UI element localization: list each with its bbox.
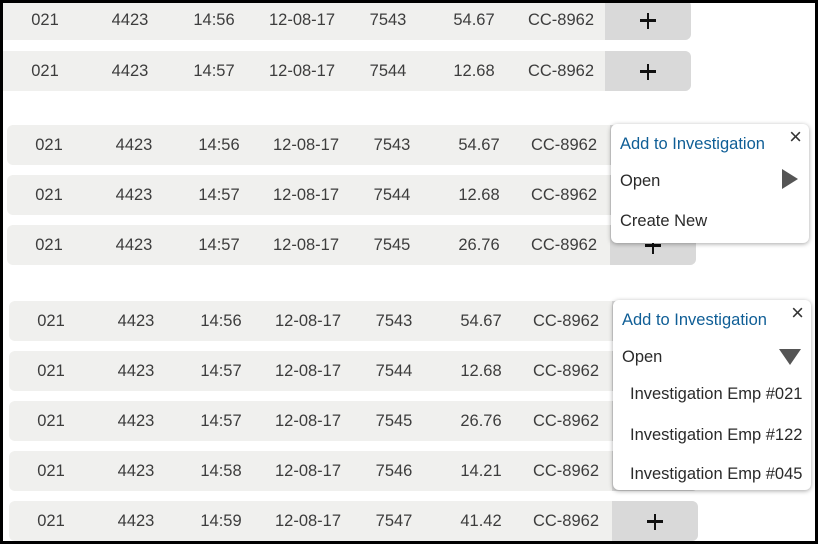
transaction-amount: 14.21 (460, 462, 502, 480)
store-code: 4423 (117, 362, 155, 380)
transaction-amount: 12.68 (460, 362, 502, 380)
open-menu-item[interactable]: Open (620, 172, 661, 190)
transaction-number: 7543 (375, 312, 413, 330)
add-button[interactable] (605, 0, 691, 40)
transaction-amount: 12.68 (458, 186, 500, 204)
store-code: 4423 (117, 412, 155, 430)
transaction-amount: 26.76 (460, 412, 502, 430)
transaction-amount: 54.67 (458, 136, 500, 154)
employee-id: 021 (35, 186, 63, 204)
store-code: 4423 (117, 462, 155, 480)
popup-title: Add to Investigation (620, 135, 765, 153)
transaction-number: 7544 (369, 62, 407, 80)
employee-id: 021 (35, 236, 63, 254)
table-row[interactable]: 021 4423 14:57 12-08-17 7545 26.76 CC-89… (7, 225, 696, 265)
transaction-date: 12-08-17 (272, 136, 340, 154)
card-number: CC-8962 (532, 512, 600, 530)
card-number: CC-8962 (532, 412, 600, 430)
transaction-amount: 54.67 (460, 312, 502, 330)
employee-id: 021 (31, 11, 59, 29)
create-new-menu-item[interactable]: Create New (620, 212, 708, 230)
card-number: CC-8962 (532, 312, 600, 330)
investigation-item[interactable]: Investigation Emp #021 (630, 385, 803, 403)
table-row[interactable]: 021 4423 14:57 12-08-17 7544 12.68 CC-89… (9, 351, 698, 391)
transaction-time: 14:56 (200, 312, 242, 330)
popup-title: Add to Investigation (622, 311, 767, 329)
card-number: CC-8962 (527, 62, 595, 80)
transaction-amount: 26.76 (458, 236, 500, 254)
store-code: 4423 (111, 62, 149, 80)
transaction-time: 14:57 (193, 62, 235, 80)
table-row[interactable]: 021 4423 14:56 12-08-17 7543 54.67 CC-89… (2, 0, 691, 40)
add-to-investigation-popup: Add to Investigation × Open Create New (611, 124, 809, 243)
card-number: CC-8962 (532, 462, 600, 480)
triangle-right-icon[interactable] (782, 169, 798, 189)
transaction-date: 12-08-17 (268, 11, 336, 29)
transaction-number: 7543 (369, 11, 407, 29)
transaction-time: 14:58 (200, 462, 242, 480)
card-number: CC-8962 (530, 186, 598, 204)
triangle-down-icon[interactable] (779, 349, 801, 365)
transaction-number: 7543 (373, 136, 411, 154)
card-number: CC-8962 (532, 362, 600, 380)
transaction-date: 12-08-17 (272, 236, 340, 254)
transaction-time: 14:56 (193, 11, 235, 29)
transaction-date: 12-08-17 (274, 362, 342, 380)
employee-id: 021 (37, 412, 65, 430)
table-row[interactable]: 021 4423 14:58 12-08-17 7546 14.21 CC-89… (9, 451, 698, 491)
store-code: 4423 (115, 236, 153, 254)
store-code: 4423 (111, 11, 149, 29)
employee-id: 021 (37, 312, 65, 330)
transaction-time: 14:59 (200, 512, 242, 530)
table-row[interactable]: 021 4423 14:57 12-08-17 7545 26.76 CC-89… (9, 401, 698, 441)
open-menu-item[interactable]: Open (622, 348, 663, 366)
transaction-date: 12-08-17 (274, 312, 342, 330)
transaction-time: 14:57 (198, 236, 240, 254)
investigation-item[interactable]: Investigation Emp #045 (630, 465, 803, 483)
add-to-investigation-popup: Add to Investigation × Open Investigatio… (613, 300, 811, 490)
transaction-date: 12-08-17 (268, 62, 336, 80)
transaction-number: 7544 (373, 186, 411, 204)
employee-id: 021 (31, 62, 59, 80)
transaction-amount: 12.68 (453, 62, 495, 80)
store-code: 4423 (115, 186, 153, 204)
transaction-time: 14:57 (198, 186, 240, 204)
investigation-item[interactable]: Investigation Emp #122 (630, 426, 803, 444)
card-number: CC-8962 (530, 136, 598, 154)
transaction-date: 12-08-17 (274, 512, 342, 530)
transaction-amount: 54.67 (453, 11, 495, 29)
transaction-number: 7547 (375, 512, 413, 530)
table-row[interactable]: 021 4423 14:57 12-08-17 7544 12.68 CC-89… (7, 175, 696, 215)
table-row[interactable]: 021 4423 14:56 12-08-17 7543 54.67 CC-89… (9, 301, 698, 341)
transaction-date: 12-08-17 (272, 186, 340, 204)
transaction-number: 7545 (375, 412, 413, 430)
store-code: 4423 (117, 512, 155, 530)
transaction-date: 12-08-17 (274, 462, 342, 480)
employee-id: 021 (37, 512, 65, 530)
close-icon[interactable]: × (789, 124, 802, 149)
card-number: CC-8962 (527, 11, 595, 29)
store-code: 4423 (117, 312, 155, 330)
employee-id: 021 (37, 362, 65, 380)
table-row[interactable]: 021 4423 14:57 12-08-17 7544 12.68 CC-89… (2, 51, 691, 91)
transaction-date: 12-08-17 (274, 412, 342, 430)
employee-id: 021 (37, 462, 65, 480)
transaction-number: 7544 (375, 362, 413, 380)
add-button[interactable] (612, 501, 698, 541)
transaction-time: 14:57 (200, 412, 242, 430)
transaction-time: 14:56 (198, 136, 240, 154)
store-code: 4423 (115, 136, 153, 154)
close-icon[interactable]: × (791, 300, 804, 325)
table-row[interactable]: 021 4423 14:59 12-08-17 7547 41.42 CC-89… (9, 501, 698, 541)
table-row[interactable]: 021 4423 14:56 12-08-17 7543 54.67 CC-89… (7, 125, 696, 165)
employee-id: 021 (35, 136, 63, 154)
transaction-amount: 41.42 (460, 512, 502, 530)
add-button[interactable] (605, 51, 691, 91)
transaction-time: 14:57 (200, 362, 242, 380)
transaction-number: 7546 (375, 462, 413, 480)
card-number: CC-8962 (530, 236, 598, 254)
transaction-number: 7545 (373, 236, 411, 254)
